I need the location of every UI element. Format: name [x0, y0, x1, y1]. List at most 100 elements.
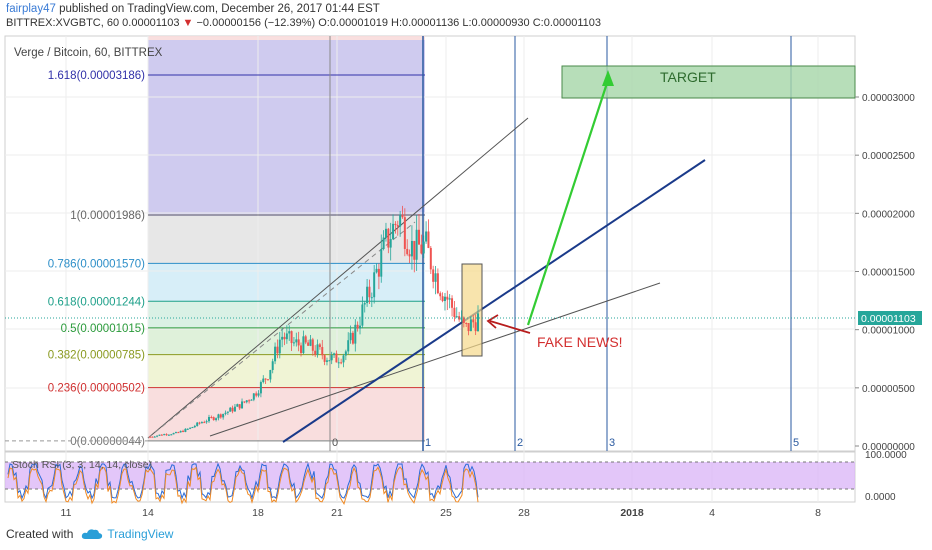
price-tick-label: 0.00000500 [862, 384, 915, 395]
candle-body [469, 319, 472, 332]
candle-body [462, 317, 465, 323]
candle-body [316, 344, 319, 355]
low-value: L:0.00000930 [462, 17, 530, 29]
stoch-label: Stoch RSI (3, 3, 14, 14, close) [12, 459, 152, 471]
candle-body [245, 400, 248, 403]
fan-line-dashed[interactable] [147, 221, 416, 439]
candle-body [337, 362, 340, 364]
candle-body [278, 339, 281, 354]
fib-label: 0.5(0.00001015) [61, 323, 146, 335]
blue-trend-line[interactable] [282, 159, 706, 443]
close-value: C:0.00001103 [532, 17, 602, 29]
ohlc-line: BITTREX:XVGBTC, 60 0.00001103 ▼ −0.00000… [6, 17, 601, 29]
candle-body [448, 298, 451, 300]
green-projection-arrow[interactable] [526, 70, 614, 326]
green-arrowhead-icon [602, 70, 614, 86]
highlight-box[interactable] [461, 263, 483, 357]
candle-body [193, 425, 196, 428]
time-zone-label: 1 [425, 437, 431, 449]
candle-body [380, 249, 383, 277]
candle-body [229, 407, 232, 412]
candle-body [274, 346, 277, 362]
candle-body [427, 231, 430, 248]
candle-body [288, 331, 291, 334]
time-tick-label: 2018 [620, 507, 644, 519]
publish-line: fairplay47 published on TradingView.com,… [6, 3, 380, 15]
tradingview-label: TradingView [107, 527, 174, 541]
candle-body [248, 400, 251, 402]
publish-info: published on TradingView.com, December 2… [59, 3, 380, 15]
candle-body [300, 345, 303, 353]
candle-body [392, 223, 395, 240]
candle-body [297, 339, 300, 346]
candle-body [226, 411, 229, 413]
candle-body [441, 296, 444, 302]
fan-line-upper[interactable] [147, 117, 529, 439]
candle-body [370, 297, 373, 299]
price-chart[interactable]: 1.618(0.00003186) 1(0.00001986) 0.786(0.00… [0, 0, 932, 520]
author-link[interactable]: fairplay47 [6, 3, 56, 15]
candle-body [250, 399, 253, 401]
candle-body [420, 244, 423, 254]
candle-body [304, 336, 307, 343]
candle-body [292, 342, 295, 344]
fib-band-green [148, 301, 425, 328]
candle-body [455, 316, 458, 318]
price-tick-label: 0.00002500 [862, 151, 915, 162]
candle-body [281, 336, 284, 340]
candle-body [333, 353, 336, 356]
candle-body [257, 393, 260, 396]
candle-body [434, 273, 437, 282]
candle-body [158, 434, 161, 436]
candle-body [477, 313, 479, 332]
candle-body [231, 407, 234, 412]
candle-body [406, 248, 409, 255]
time-zone-label: 2 [517, 437, 523, 449]
candle-body [328, 360, 331, 362]
candle-body [382, 237, 385, 250]
candle-body [349, 332, 352, 341]
candle-body [269, 370, 272, 380]
price-tick-label: 0.00003000 [862, 93, 915, 104]
candle-body [467, 323, 470, 332]
candle-body [472, 319, 475, 323]
candle-body [151, 436, 154, 438]
fib-label: 1.618(0.00003186) [48, 70, 145, 82]
candle-body [408, 254, 411, 257]
candle-body [356, 324, 359, 329]
candle-body [415, 229, 418, 260]
candle-body [170, 434, 173, 436]
price-tick-label: 0.00001000 [862, 326, 915, 337]
time-tick-label: 21 [331, 507, 343, 519]
fake-news-arrow[interactable] [486, 314, 531, 334]
candle-body [342, 355, 345, 363]
time-tick-label: 18 [252, 507, 264, 519]
price-tick-label: 0.00001500 [862, 268, 915, 279]
time-tick-label: 4 [709, 507, 715, 519]
candle-body [160, 434, 163, 436]
time-tick-label: 28 [518, 507, 530, 519]
candle-body [396, 225, 399, 227]
candle-body [266, 379, 269, 381]
candle-body [167, 434, 170, 436]
candle-body [283, 336, 286, 340]
candle-body [271, 361, 274, 371]
fib-label: 0(0.00000044) [70, 436, 145, 448]
time-zone-label: 5 [793, 437, 799, 449]
candle-body [439, 293, 442, 297]
candle-body [399, 214, 402, 227]
fib-label: 0.786(0.00001570) [48, 258, 145, 270]
candle-body [446, 296, 449, 300]
candle-body [314, 350, 317, 355]
stoch-tick: 0.0000 [865, 492, 896, 503]
fib-band-yellow [148, 354, 425, 388]
candle-body [165, 434, 168, 436]
fib-band-grey [148, 216, 425, 263]
candle-body [359, 325, 362, 329]
fib-band-blue [148, 40, 425, 216]
grid-lines [5, 36, 855, 502]
tradingview-brand[interactable]: TradingView [81, 527, 173, 541]
fan-line-lower[interactable] [209, 282, 661, 437]
candle-body [182, 430, 185, 432]
candle-body [174, 432, 177, 434]
